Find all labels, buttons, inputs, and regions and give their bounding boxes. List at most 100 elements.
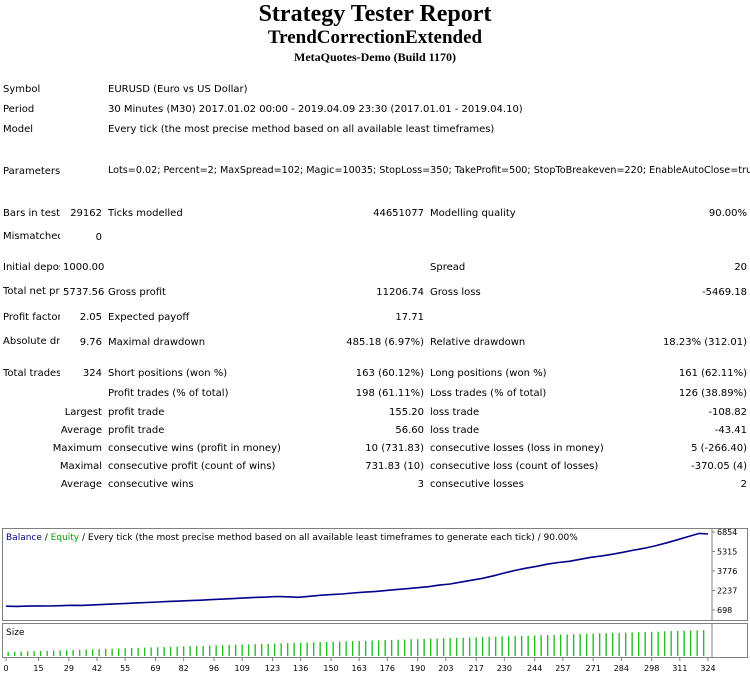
- size-panel: [2, 623, 748, 658]
- symbol-value: EURUSD (Euro vs US Dollar): [108, 83, 248, 95]
- pf-value: 2.05: [79, 311, 102, 323]
- grossloss-label: Gross loss: [430, 286, 481, 298]
- spread-value: 20: [734, 261, 748, 273]
- row-average-consecutive: Average consecutive wins 3 consecutive l…: [0, 475, 750, 493]
- largest-loss-label: loss trade: [430, 406, 480, 418]
- x-tick-label: 190: [410, 664, 425, 673]
- largest-profit-value: 155.20: [389, 406, 424, 418]
- x-tick-label: 109: [235, 664, 250, 673]
- x-tick-label: 150: [323, 664, 338, 673]
- mismatch-label: Mismatched charts errors: [3, 231, 60, 242]
- balance-panel: [2, 528, 748, 621]
- x-tick-label: 82: [179, 664, 189, 673]
- x-tick-label: 29: [64, 664, 74, 673]
- x-tick-label: 271: [586, 664, 601, 673]
- maximal-label: Maximal: [59, 460, 102, 472]
- short-label: Short positions (won %): [108, 367, 228, 379]
- cwins-money-label: consecutive wins (profit in money): [108, 442, 281, 454]
- largest-profit-label: profit trade: [108, 406, 165, 418]
- x-tick-label: 298: [644, 664, 659, 673]
- short-value: 163 (60.12%): [355, 367, 424, 379]
- balance-chart: Balance / Equity / Every tick (the most …: [2, 528, 748, 673]
- x-tick-label: 55: [120, 664, 130, 673]
- grossprofit-label: Gross profit: [108, 286, 166, 298]
- x-tick-label: 217: [469, 664, 484, 673]
- row-average: Average profit trade 56.60 loss trade -4…: [0, 421, 750, 439]
- quality-value: 90.00%: [708, 207, 748, 219]
- cprofit-count-label: consecutive profit (count of wins): [108, 460, 276, 472]
- legend-sep: /: [42, 533, 51, 543]
- x-tick-label: 96: [209, 664, 219, 673]
- closses-label: consecutive losses: [430, 478, 524, 490]
- deposit-label: Initial deposit: [3, 261, 60, 273]
- average-label: Average: [60, 424, 102, 436]
- closs-count-value: -370.05 (4): [691, 460, 748, 472]
- row-period: Period 30 Minutes (M30) 2017.01.02 00:00…: [0, 99, 750, 119]
- y-tick-label: 3776: [717, 567, 737, 576]
- bars-value: 29162: [70, 207, 102, 219]
- row-drawdown: Absolute drawdown 9.76 Maximal drawdown …: [0, 327, 750, 357]
- row-parameters: Parameters Lots=0.02; Percent=2; MaxSpre…: [0, 139, 750, 203]
- average-profit-value: 56.60: [395, 424, 424, 436]
- maximum-label: Maximum: [52, 442, 102, 454]
- maxdd-label: Maximal drawdown: [108, 336, 206, 348]
- closs-money-value: 5 (-266.40): [691, 442, 748, 454]
- period-value: 30 Minutes (M30) 2017.01.02 00:00 - 2019…: [108, 103, 523, 115]
- bars-label: Bars in test: [3, 207, 60, 219]
- average-consecutive-label: Average: [60, 478, 102, 490]
- cprofit-count-value: 731.83 (10): [365, 460, 424, 472]
- closs-count-label: consecutive loss (count of losses): [430, 460, 599, 472]
- row-deposit: Initial deposit 1000.00 Spread 20: [0, 257, 750, 277]
- legend-balance: Balance: [6, 533, 42, 543]
- reldd-value: 18.23% (312.01): [662, 336, 748, 348]
- x-tick-label: 311: [672, 664, 687, 673]
- legend-rest: / Every tick (the most precise method ba…: [79, 533, 578, 543]
- ticks-label: Ticks modelled: [108, 207, 183, 219]
- balance-series-line: [5, 532, 709, 608]
- trades-value: 324: [82, 367, 102, 379]
- long-label: Long positions (won %): [430, 367, 547, 379]
- y-tick-label: 5315: [717, 548, 737, 557]
- x-tick-label: 230: [497, 664, 512, 673]
- x-tick-label: 136: [293, 664, 308, 673]
- symbol-label: Symbol: [3, 83, 41, 95]
- reldd-label: Relative drawdown: [430, 336, 526, 348]
- ticks-value: 44651077: [373, 207, 424, 219]
- y-tick-label: 698: [717, 606, 732, 615]
- absdd-value: 9.76: [79, 336, 102, 348]
- y-tick-label: 6854: [717, 528, 737, 537]
- size-label: Size: [6, 628, 25, 638]
- x-tick-label: 15: [33, 664, 43, 673]
- average-loss-value: -43.41: [714, 424, 748, 436]
- closs-money-label: consecutive losses (loss in money): [430, 442, 604, 454]
- row-bars: Bars in test 29162 Ticks modelled 446510…: [0, 203, 750, 223]
- report-table: Symbol EURUSD (Euro vs US Dollar) Period…: [0, 79, 750, 493]
- parameters-label: Parameters: [3, 165, 60, 177]
- cwins-money-value: 10 (731.83): [365, 442, 424, 454]
- quality-label: Modelling quality: [430, 207, 516, 219]
- row-netprofit: Total net profit 5737.56 Gross profit 11…: [0, 277, 750, 307]
- pf-label: Profit factor: [3, 311, 60, 323]
- x-tick-label: 0: [3, 664, 8, 673]
- cwins-value: 3: [417, 478, 424, 490]
- chart-legend: Balance / Equity / Every tick (the most …: [6, 533, 578, 543]
- cwins-label: consecutive wins: [108, 478, 194, 490]
- row-mismatch: Mismatched charts errors 0: [0, 223, 750, 251]
- y-tick-label: 2237: [717, 587, 737, 596]
- ltrades-label: Loss trades (% of total): [430, 387, 547, 399]
- netprofit-value: 5737.56: [63, 286, 105, 298]
- spread-label: Spread: [430, 261, 466, 273]
- payoff-value: 17.71: [395, 311, 424, 323]
- largest-loss-value: -108.82: [708, 406, 748, 418]
- long-value: 161 (62.11%): [678, 367, 748, 379]
- x-tick-label: 203: [438, 664, 453, 673]
- x-tick-label: 257: [555, 664, 570, 673]
- model-label: Model: [3, 123, 34, 135]
- closses-value: 2: [740, 478, 748, 490]
- trades-label: Total trades: [3, 367, 60, 379]
- deposit-value: 1000.00: [63, 261, 105, 273]
- parameters-value: Lots=0.02; Percent=2; MaxSpread=102; Mag…: [108, 165, 750, 176]
- ptrades-label: Profit trades (% of total): [108, 387, 229, 399]
- x-tick-label: 42: [92, 664, 102, 673]
- model-value: Every tick (the most precise method base…: [108, 123, 495, 135]
